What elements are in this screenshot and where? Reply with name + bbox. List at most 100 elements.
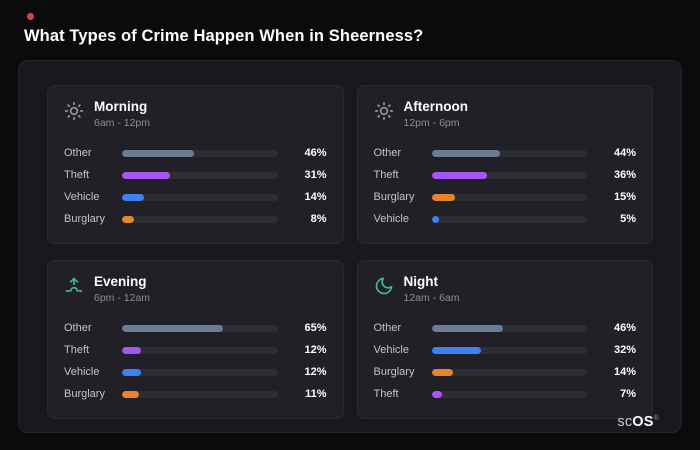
card-title: Morning [94,99,148,114]
bar-fill [431,193,455,201]
bar-label: Other [64,322,92,334]
bar-track [122,149,278,157]
bar-track [431,193,587,201]
page-title: What Types of Crime Happen When in Sheer… [24,27,424,45]
card-subtitle: 6pm - 12am [94,292,151,304]
bar-row: Other 46% [64,142,327,164]
bar-fill [431,324,504,332]
card-title: Night [403,274,439,289]
bar-track [431,215,587,223]
bar-label: Theft [64,344,90,356]
bar-track [431,368,587,376]
card-night: Night 12am - 6am Other 46% Vehicle 32% B… [356,260,653,419]
brand-suffix: OS [632,413,654,430]
bar-value: 15% [613,191,636,203]
moon-icon [374,276,394,296]
bar-value: 11% [305,388,327,400]
bar-track [122,368,278,376]
bar-fill [122,346,141,354]
card-header: Evening 6pm - 12am [64,274,327,304]
bar-fill [122,193,144,201]
bar-row: Vehicle 32% [374,339,637,361]
bar-row: Other 46% [374,317,637,339]
bar-row: Other 44% [374,142,637,164]
bar-row: Theft 36% [374,164,637,186]
bar-label: Vehicle [64,191,100,203]
bar-row: Vehicle 5% [374,208,637,230]
bar-row: Vehicle 12% [64,361,327,383]
bar-track [122,324,278,332]
bar-fill [122,368,141,376]
card-afternoon: Afternoon 12pm - 6pm Other 44% Theft 36%… [356,85,653,244]
card-title: Evening [94,274,147,289]
bar-fill [431,215,440,223]
card-subtitle: 12am - 6am [403,292,460,304]
bar-track [122,171,278,179]
bar-row: Burglary 11% [64,383,327,405]
bar-label: Other [64,147,92,159]
bar-fill [431,346,482,354]
bar-row: Burglary 15% [374,186,637,208]
bar-label: Burglary [64,213,105,225]
bar-label: Theft [373,388,399,400]
bar-track [431,171,587,179]
bar-label: Vehicle [373,344,409,356]
bar-track [431,324,587,332]
card-header-text: Evening 6pm - 12am [94,274,150,304]
bar-value: 12% [304,344,327,356]
card-title: Afternoon [403,99,469,114]
bar-track [122,193,278,201]
bar-value: 8% [310,213,327,225]
bar-track [122,215,278,223]
bar-value: 14% [613,366,636,378]
bar-value: 36% [613,169,636,181]
brand-logo: scOS® [617,413,659,430]
bar-row: Burglary 8% [64,208,327,230]
card-header-text: Afternoon 12pm - 6pm [404,99,469,129]
card-subtitle: 12pm - 6pm [403,117,460,129]
card-subtitle: 6am - 12pm [94,117,151,129]
card-header: Afternoon 12pm - 6pm [374,99,637,129]
card-header-text: Night 12am - 6am [404,274,460,304]
bar-label: Theft [373,169,399,181]
bar-value: 5% [620,213,636,225]
card-header: Night 12am - 6am [374,274,637,304]
bar-value: 46% [613,322,636,334]
bar-track [431,390,587,398]
bar-value: 46% [304,147,327,159]
bar-row: Burglary 14% [374,361,637,383]
bar-label: Other [373,322,402,334]
sunrise-icon [64,276,84,296]
bar-value: 65% [304,322,327,334]
bar-fill [122,215,135,223]
card-evening: Evening 6pm - 12am Other 65% Theft 12% V… [47,260,344,419]
bar-label: Vehicle [373,213,409,225]
bar-fill [431,149,500,157]
brand-prefix: sc [617,413,633,430]
bar-label: Other [373,147,402,159]
bar-label: Vehicle [64,366,100,378]
bar-fill [122,171,171,179]
bar-fill [122,324,224,332]
bar-row: Other 65% [64,317,327,339]
bar-row: Vehicle 14% [64,186,327,208]
bar-fill [122,390,140,398]
bar-track [431,346,587,354]
crime-times-panel: Morning 6am - 12pm Other 46% Theft 31% V… [18,60,682,433]
bar-value: 44% [613,147,636,159]
bar-fill [431,171,488,179]
bar-label: Theft [64,169,90,181]
bar-label: Burglary [373,191,415,203]
bar-fill [431,368,454,376]
bar-value: 7% [620,388,636,400]
bar-row: Theft 12% [64,339,327,361]
bar-label: Burglary [373,366,415,378]
brand-mark: ® [653,414,659,422]
record-dot-icon [27,13,34,20]
bar-fill [122,149,194,157]
bar-value: 14% [304,191,327,203]
sun-icon [64,101,84,121]
bar-value: 12% [304,366,327,378]
card-header-text: Morning 6am - 12pm [94,99,150,129]
sun-icon [374,101,394,121]
